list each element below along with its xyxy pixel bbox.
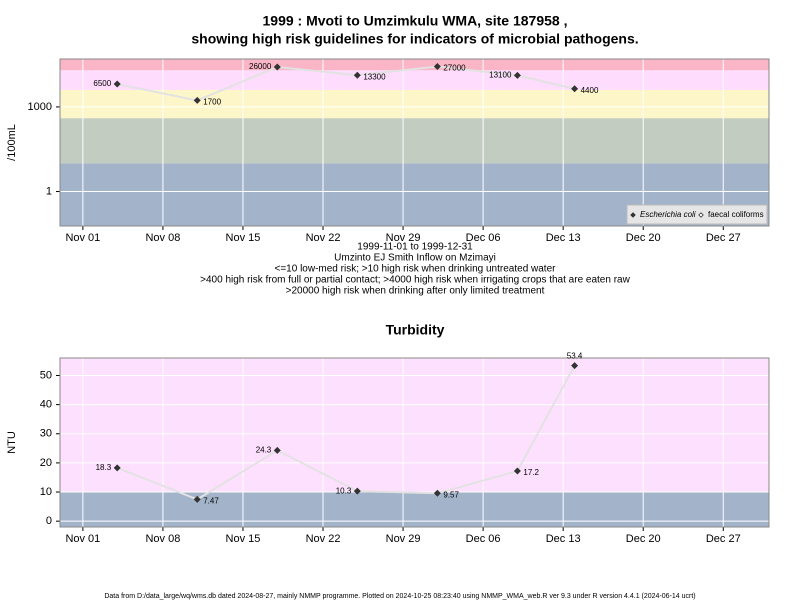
data-point (513, 71, 521, 79)
x-tick-label: Nov 29 (386, 232, 421, 244)
y-tick-label: 50 (40, 369, 52, 381)
data-point (513, 467, 521, 475)
x-tick-label: Nov 08 (145, 232, 180, 244)
data-label: 26000 (249, 62, 272, 71)
data-point (433, 63, 441, 71)
plot-frame (59, 357, 770, 528)
note: >400 high risk from full or partial cont… (200, 275, 630, 286)
y-tick-label: 1000 (28, 101, 52, 113)
chart-title: showing high risk guidelines for indicat… (191, 31, 638, 47)
data-point (193, 96, 201, 104)
data-point (273, 446, 281, 454)
data-point (113, 80, 121, 88)
y-tick-label: 1 (46, 185, 52, 197)
x-tick-label: Nov 15 (226, 533, 261, 545)
y-tick-label: 20 (40, 457, 52, 469)
x-tick-label: Nov 22 (306, 232, 341, 244)
note: Umzinto EJ Smith Inflow on Mzimayi (334, 253, 496, 264)
data-label: 53.4 (567, 352, 583, 361)
y-tick-label: 40 (40, 399, 52, 411)
risk-band (60, 492, 769, 527)
chart-title: 1999 : Mvoti to Umzimkulu WMA, site 1879… (263, 13, 568, 29)
data-label: 6500 (93, 79, 111, 88)
legend-marker (630, 212, 636, 218)
legend: Escherichia coli faecal coliforms (626, 204, 768, 225)
y-tick-label: 30 (40, 428, 52, 440)
x-tick-label: Dec 20 (626, 232, 661, 244)
data-label: 9.57 (443, 490, 459, 499)
data-label: 27000 (443, 64, 466, 73)
risk-band (60, 70, 769, 90)
risk-band (60, 89, 769, 119)
x-tick-label: Dec 27 (706, 232, 741, 244)
x-tick-label: Dec 06 (466, 232, 501, 244)
data-label: 4400 (581, 86, 599, 95)
legend-label: Escherichia coli (640, 210, 696, 219)
footer: Data from D:/data_large/wq/wms.db dated … (104, 593, 695, 600)
x-tick-label: Dec 13 (546, 232, 581, 244)
y-axis-label: NTU (6, 431, 18, 454)
data-label: 7.47 (203, 497, 219, 506)
risk-band (60, 118, 769, 164)
risk-band (60, 59, 769, 71)
plot-frame (59, 58, 770, 227)
y-tick-label: 0 (46, 515, 52, 527)
x-tick-label: Dec 06 (466, 533, 501, 545)
data-point (571, 85, 579, 93)
x-tick-label: Nov 15 (226, 232, 261, 244)
data-label: 24.3 (256, 445, 272, 454)
risk-band (60, 358, 769, 493)
x-tick-label: Nov 01 (65, 533, 100, 545)
legend-box (626, 204, 768, 225)
note: <=10 low-med risk; >10 high risk when dr… (275, 264, 557, 275)
note: >20000 high risk when drinking after onl… (286, 286, 545, 297)
data-label: 10.3 (336, 486, 352, 495)
data-point (353, 487, 361, 495)
chart-title: Turbidity (386, 322, 445, 338)
data-point (193, 495, 201, 503)
data-point (113, 464, 121, 472)
data-point (273, 63, 281, 71)
x-tick-label: Nov 22 (306, 533, 341, 545)
x-tick-label: Nov 08 (145, 533, 180, 545)
legend-label: faecal coliforms (708, 210, 764, 219)
x-tick-label: Dec 27 (706, 533, 741, 545)
x-tick-label: Nov 01 (65, 232, 100, 244)
data-label: 1700 (203, 98, 221, 107)
x-tick-label: Dec 20 (626, 533, 661, 545)
x-tick-label: Nov 29 (386, 533, 421, 545)
data-label: 13100 (489, 71, 512, 80)
y-tick-label: 10 (40, 486, 52, 498)
data-label: 18.3 (96, 463, 112, 472)
y-axis-label: /100mL (6, 124, 18, 161)
data-point (571, 362, 579, 370)
data-label: 17.2 (523, 468, 539, 477)
note: 1999-11-01 to 1999-12-31 (357, 242, 473, 253)
data-label: 13300 (363, 72, 386, 81)
legend-marker (698, 212, 704, 218)
data-point (433, 489, 441, 497)
x-tick-label: Dec 13 (546, 533, 581, 545)
data-point (353, 71, 361, 79)
